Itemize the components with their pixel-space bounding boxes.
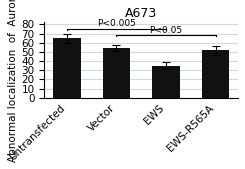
Bar — [103, 48, 130, 98]
Y-axis label: Abnormal localization  of  Aurora B (%): Abnormal localization of Aurora B (%) — [7, 0, 17, 162]
Bar — [202, 51, 229, 98]
Bar — [152, 66, 180, 98]
Bar — [53, 38, 81, 98]
Text: P<0.005: P<0.005 — [97, 19, 136, 28]
Title: A673: A673 — [125, 7, 157, 20]
Text: P<0.05: P<0.05 — [149, 26, 183, 35]
